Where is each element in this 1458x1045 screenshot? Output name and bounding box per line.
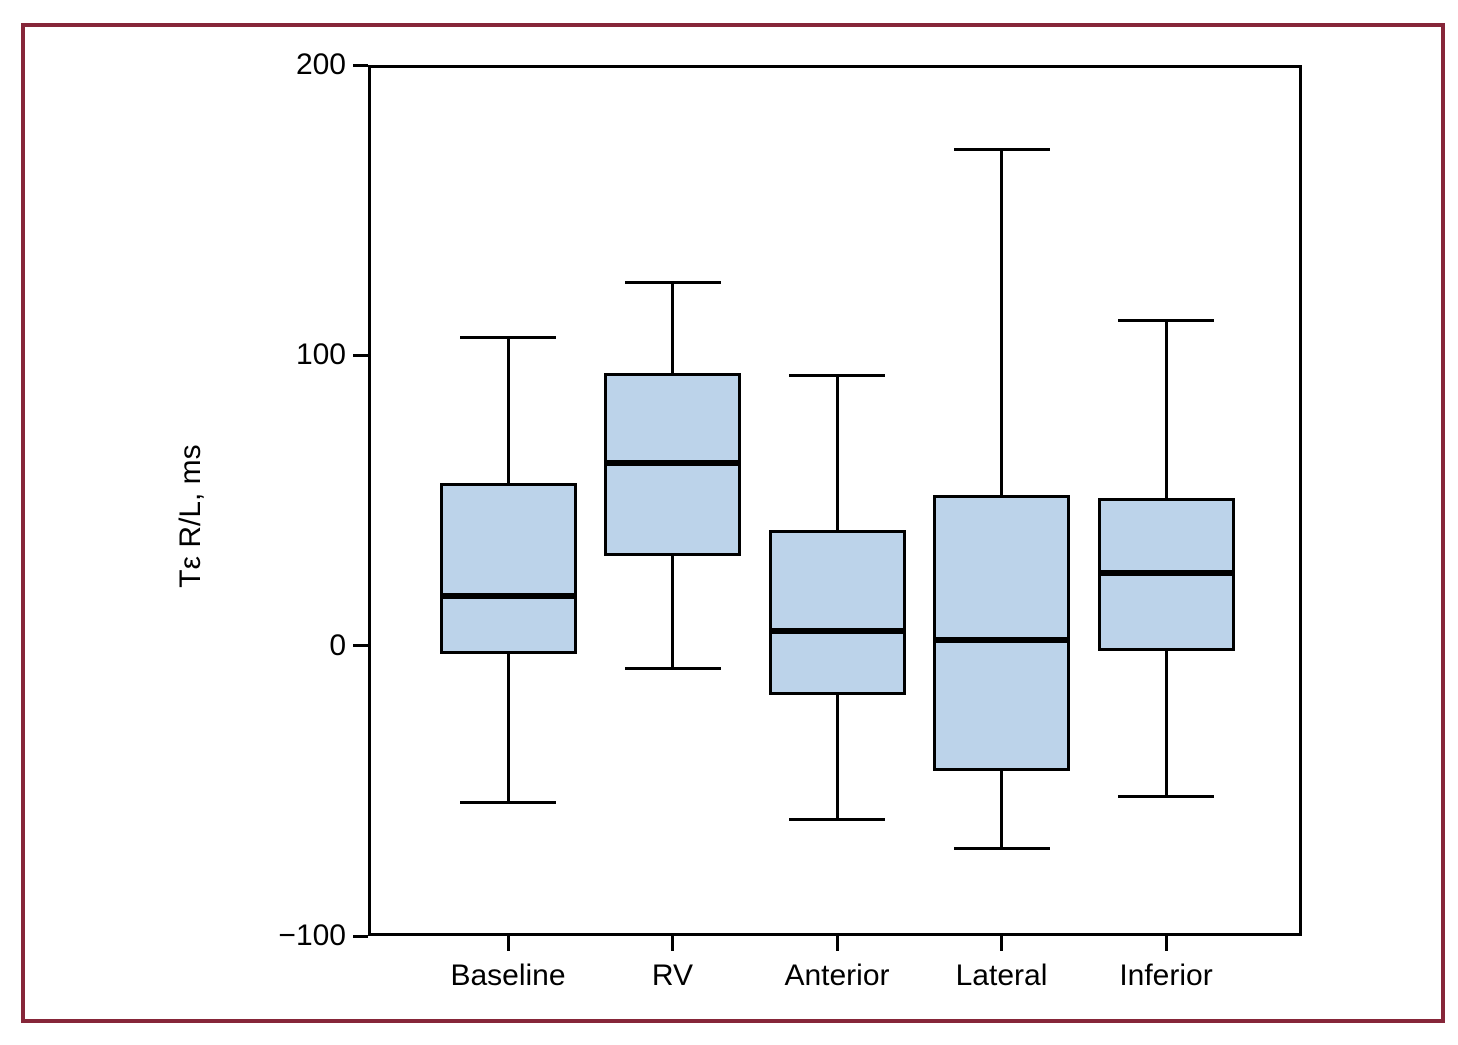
box-anterior — [768, 529, 906, 696]
figure-border — [21, 23, 1445, 1023]
x-tick-lateral — [1000, 936, 1003, 951]
whisker-cap-top-baseline — [460, 336, 556, 340]
y-tick-label: −100 — [278, 919, 346, 952]
x-tick-label-baseline: Baseline — [450, 959, 566, 992]
median-inferior — [1097, 570, 1235, 577]
y-tick — [353, 644, 368, 648]
median-baseline — [439, 593, 577, 600]
x-tick-anterior — [835, 936, 839, 951]
whisker-cap-bottom-rv — [624, 667, 721, 671]
x-tick-label-lateral: Lateral — [955, 959, 1048, 992]
whisker-cap-top-rv — [624, 281, 721, 285]
x-tick-label-anterior: Anterior — [784, 959, 890, 992]
y-tick — [353, 934, 368, 938]
whisker-cap-top-lateral — [953, 147, 1050, 151]
x-tick-label-rv: RV — [651, 959, 694, 992]
whisker-cap-bottom-lateral — [953, 847, 1050, 851]
x-tick-label-inferior: Inferior — [1119, 959, 1213, 992]
x-tick-baseline — [506, 936, 510, 951]
median-anterior — [768, 628, 906, 635]
median-lateral — [933, 636, 1070, 643]
y-tick-label: 100 — [295, 338, 346, 372]
y-tick-label: 0 — [329, 628, 346, 662]
y-tick — [353, 353, 368, 357]
y-axis-title: Tε R/L, ms — [174, 444, 207, 588]
whisker-cap-bottom-inferior — [1118, 795, 1214, 799]
whisker-cap-bottom-baseline — [460, 800, 556, 804]
median-rv — [604, 459, 741, 466]
x-tick-rv — [671, 936, 674, 951]
whisker-cap-bottom-anterior — [789, 818, 885, 822]
y-tick-label: 200 — [295, 48, 346, 81]
whisker-cap-top-inferior — [1118, 318, 1214, 322]
y-tick — [353, 63, 368, 67]
box-lateral — [933, 494, 1070, 771]
x-tick-inferior — [1164, 936, 1168, 951]
box-baseline — [439, 483, 577, 655]
whisker-cap-top-anterior — [789, 374, 885, 378]
